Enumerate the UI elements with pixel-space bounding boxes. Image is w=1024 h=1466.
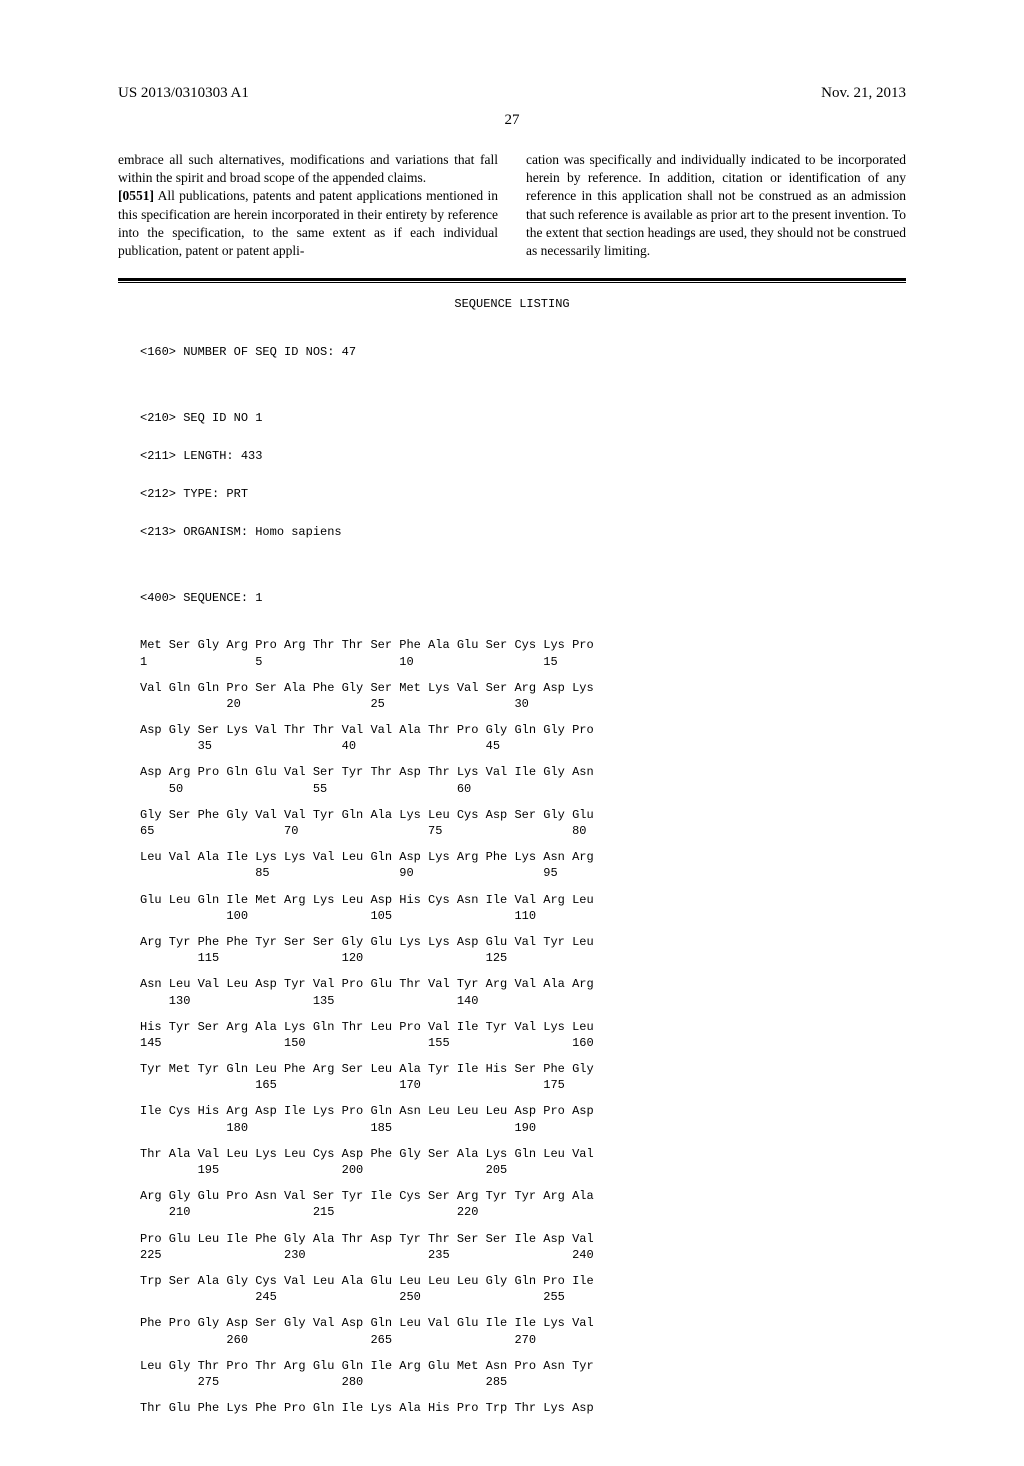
meta-line: <211> LENGTH: 433	[140, 447, 906, 465]
doc-date: Nov. 21, 2013	[821, 85, 906, 102]
sequence-row: Ile Cys His Arg Asp Ile Lys Pro Gln Asn …	[140, 1103, 906, 1135]
sequence-row: Arg Gly Glu Pro Asn Val Ser Tyr Ile Cys …	[140, 1188, 906, 1220]
sequence-metadata: <160> NUMBER OF SEQ ID NOS: 47 <210> SEQ…	[140, 325, 906, 627]
sequence-listing-title: SEQUENCE LISTING	[118, 297, 906, 311]
sequence-row: Asp Gly Ser Lys Val Thr Thr Val Val Ala …	[140, 722, 906, 754]
sequence-row: Asn Leu Val Leu Asp Tyr Val Pro Glu Thr …	[140, 976, 906, 1008]
sequence-row: Phe Pro Gly Asp Ser Gly Val Asp Gln Leu …	[140, 1315, 906, 1347]
sequence-row: Gly Ser Phe Gly Val Val Tyr Gln Ala Lys …	[140, 807, 906, 839]
column-right: cation was specifically and individually…	[526, 151, 906, 260]
sequence-row: Glu Leu Gln Ile Met Arg Lys Leu Asp His …	[140, 892, 906, 924]
horizontal-rule-thick	[118, 278, 906, 281]
paragraph-text: All publications, patents and patent app…	[118, 188, 498, 258]
sequence-row: Val Gln Gln Pro Ser Ala Phe Gly Ser Met …	[140, 680, 906, 712]
meta-line: <400> SEQUENCE: 1	[140, 589, 906, 607]
meta-line: <160> NUMBER OF SEQ ID NOS: 47	[140, 343, 906, 361]
sequence-row: His Tyr Ser Arg Ala Lys Gln Thr Leu Pro …	[140, 1019, 906, 1051]
sequence-row: Thr Glu Phe Lys Phe Pro Gln Ile Lys Ala …	[140, 1400, 906, 1416]
meta-line: <213> ORGANISM: Homo sapiens	[140, 523, 906, 541]
horizontal-rule-thin	[118, 282, 906, 283]
sequence-row: Arg Tyr Phe Phe Tyr Ser Ser Gly Glu Lys …	[140, 934, 906, 966]
sequence-row: Thr Ala Val Leu Lys Leu Cys Asp Phe Gly …	[140, 1146, 906, 1178]
page-number: 27	[118, 112, 906, 129]
sequence-row: Leu Gly Thr Pro Thr Arg Glu Gln Ile Arg …	[140, 1358, 906, 1390]
sequence-row: Tyr Met Tyr Gln Leu Phe Arg Ser Leu Ala …	[140, 1061, 906, 1093]
para-continuation: embrace all such alternatives, modificat…	[118, 152, 498, 185]
doc-id: US 2013/0310303 A1	[118, 85, 249, 102]
meta-line: <212> TYPE: PRT	[140, 485, 906, 503]
sequence-row: Leu Val Ala Ile Lys Lys Val Leu Gln Asp …	[140, 849, 906, 881]
para-continuation: cation was specifically and individually…	[526, 152, 906, 258]
sequence-row: Asp Arg Pro Gln Glu Val Ser Tyr Thr Asp …	[140, 764, 906, 796]
sequence-row: Trp Ser Ala Gly Cys Val Leu Ala Glu Leu …	[140, 1273, 906, 1305]
sequence-row: Met Ser Gly Arg Pro Arg Thr Thr Ser Phe …	[140, 637, 906, 669]
meta-line: <210> SEQ ID NO 1	[140, 409, 906, 427]
column-left: embrace all such alternatives, modificat…	[118, 151, 498, 260]
sequence-block: Met Ser Gly Arg Pro Arg Thr Thr Ser Phe …	[140, 637, 906, 1416]
text-columns: embrace all such alternatives, modificat…	[118, 151, 906, 260]
paragraph-number: [0551]	[118, 188, 154, 203]
sequence-row: Pro Glu Leu Ile Phe Gly Ala Thr Asp Tyr …	[140, 1231, 906, 1263]
